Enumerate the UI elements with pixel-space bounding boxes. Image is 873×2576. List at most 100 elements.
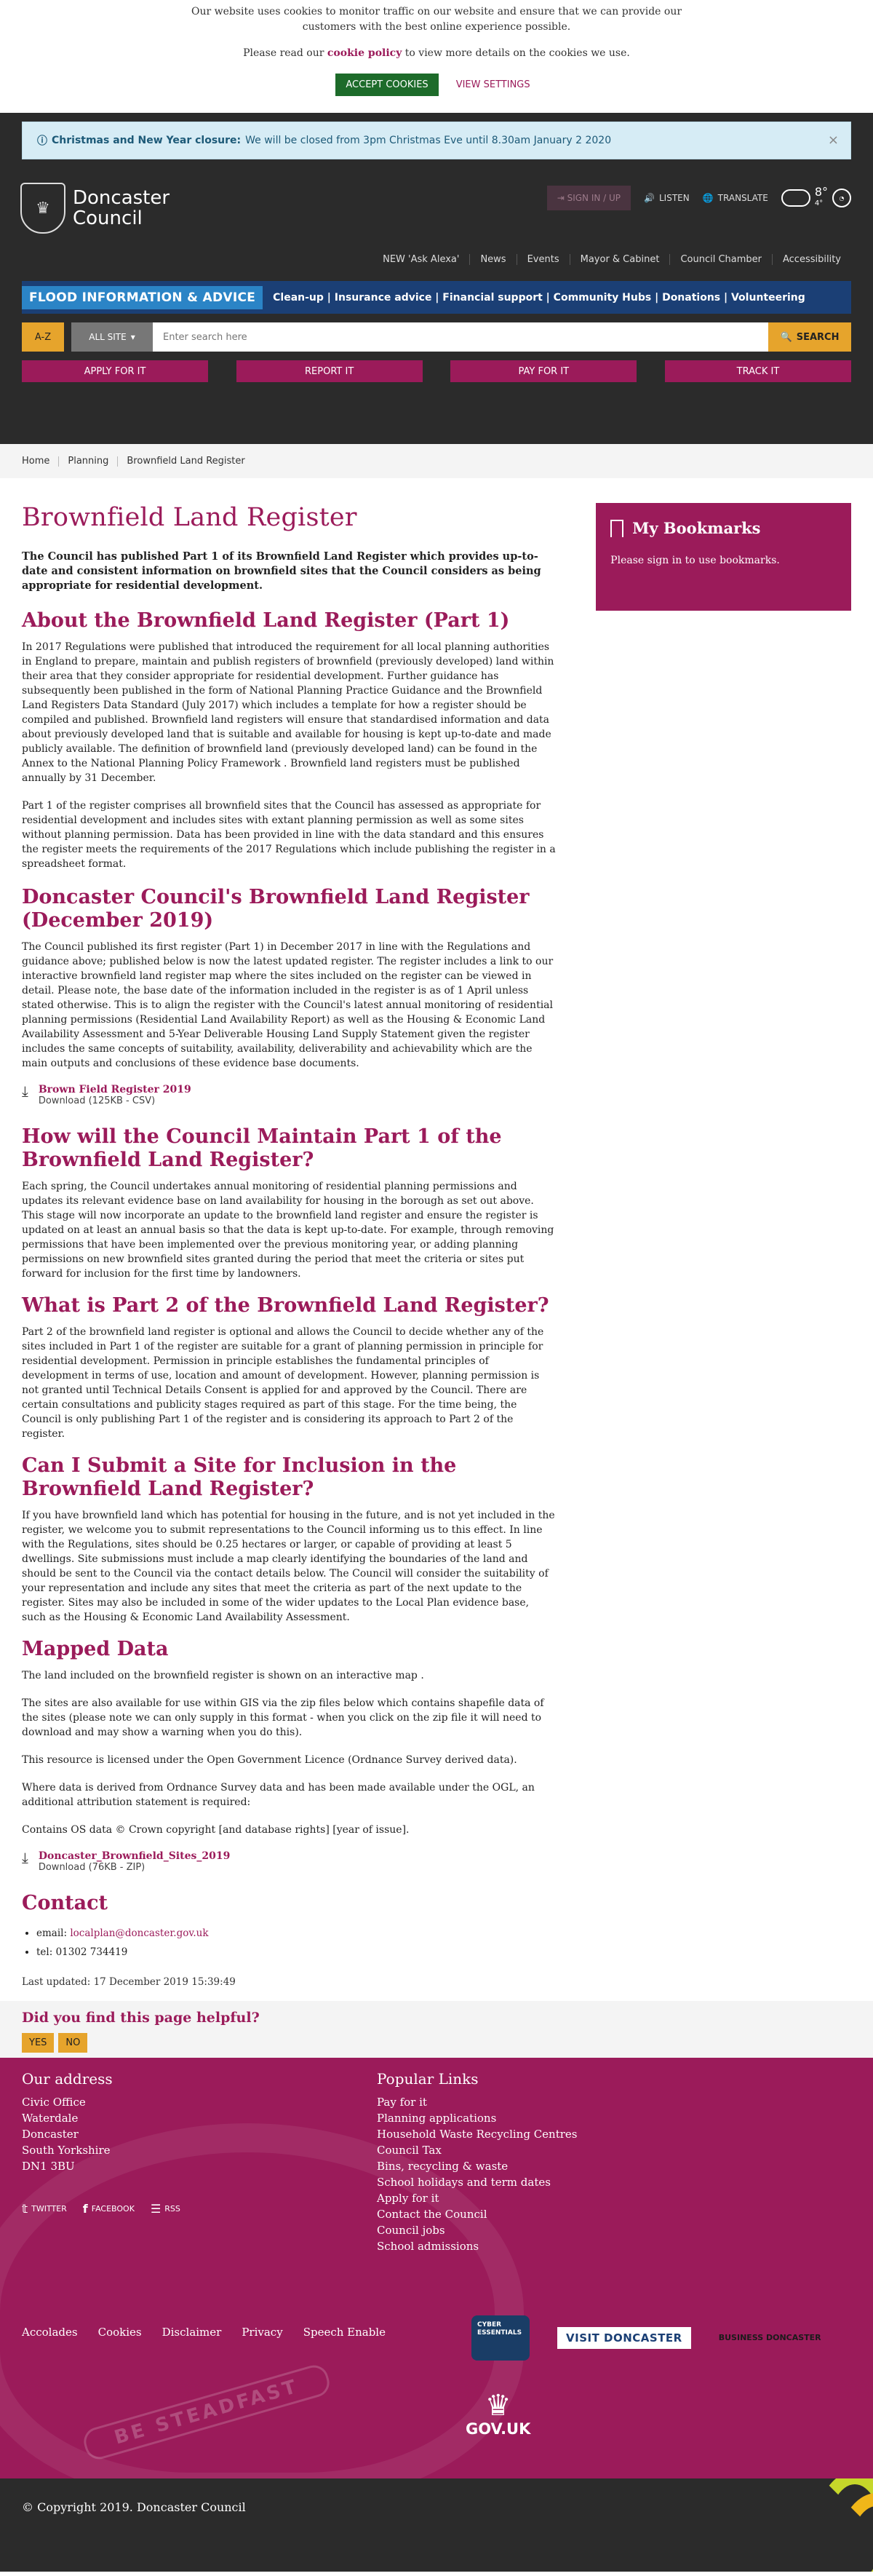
legal-link-accolades[interactable]: Accolades bbox=[22, 2326, 78, 2339]
footer-link[interactable]: Bins, recycling & waste bbox=[377, 2160, 509, 2173]
pay-for-it-button[interactable]: PAY FOR IT bbox=[450, 360, 637, 382]
bookmarks-title: My Bookmarks bbox=[632, 519, 761, 537]
cookie-banner: Our website uses cookies to monitor traf… bbox=[0, 0, 873, 113]
legal-link-disclaimer[interactable]: Disclaimer bbox=[162, 2326, 222, 2339]
flood-tag: FLOOD INFORMATION & ADVICE bbox=[22, 285, 263, 309]
apply-for-it-button[interactable]: APPLY FOR IT bbox=[22, 360, 208, 382]
bookmark-icon bbox=[610, 519, 624, 537]
notice-title: Christmas and New Year closure: bbox=[52, 135, 242, 146]
site-footer: BE STEADFAST Our address Civic Office Wa… bbox=[0, 2058, 873, 2478]
download-zip[interactable]: ⤓ Doncaster_Brownfield_Sites_2019 Downloa… bbox=[22, 1850, 556, 1873]
site-header: ⓘ Christmas and New Year closure: We wil… bbox=[0, 113, 873, 444]
globe-icon: 🌐 bbox=[702, 193, 714, 203]
az-button[interactable]: A-Z bbox=[22, 322, 64, 352]
social-links: 𝕥 TWITTER f FACEBOOK ☰ RSS bbox=[22, 2202, 180, 2216]
footer-link[interactable]: Planning applications bbox=[377, 2112, 497, 2125]
twitter-icon: 𝕥 bbox=[22, 2202, 28, 2216]
breadcrumb-planning[interactable]: Planning bbox=[68, 456, 109, 467]
about-paragraph-1: In 2017 Regulations were published that … bbox=[22, 641, 554, 784]
nav-item-chamber[interactable]: Council Chamber bbox=[669, 254, 772, 265]
close-icon[interactable]: × bbox=[827, 132, 839, 148]
copyright-bar: © Copyright 2019. Doncaster Council bbox=[0, 2478, 873, 2572]
nav-item-alexa[interactable]: NEW 'Ask Alexa' bbox=[383, 254, 460, 265]
mapped-paragraph-3: This resource is licensed under the Open… bbox=[22, 1754, 517, 1766]
footer-link[interactable]: Council jobs bbox=[377, 2224, 445, 2237]
download-icon: ⤓ bbox=[22, 1849, 28, 1866]
closure-notice: ⓘ Christmas and New Year closure: We wil… bbox=[22, 122, 851, 159]
feedback-question: Did you find this page helpful? bbox=[22, 2010, 260, 2026]
facebook-link[interactable]: f FACEBOOK bbox=[82, 2202, 135, 2216]
report-it-button[interactable]: REPORT IT bbox=[236, 360, 423, 382]
address-title: Our address bbox=[22, 2070, 113, 2088]
heading-contact: Contact bbox=[22, 1892, 108, 1914]
utility-bar: ⇥ SIGN IN / UP 🔊 LISTEN 🌐 TRANSLATE 8° 4° ◔ bbox=[546, 186, 851, 210]
footer-link[interactable]: Contact the Council bbox=[377, 2208, 487, 2221]
weather-widget[interactable]: 8° 4° ◔ bbox=[781, 186, 851, 210]
rss-link[interactable]: ☰ RSS bbox=[150, 2202, 180, 2216]
footer-link[interactable]: Council Tax bbox=[377, 2144, 442, 2157]
last-updated: Last updated: 17 December 2019 15:39:49 bbox=[22, 1976, 236, 1988]
footer-link[interactable]: Pay for it bbox=[377, 2096, 427, 2109]
govuk-logo[interactable]: ♛ GOV.UK bbox=[466, 2389, 531, 2438]
partner-badges: CYBER ESSENTIALS VISIT DONCASTER BUSINES… bbox=[471, 2315, 821, 2361]
email-link[interactable]: localplan@doncaster.gov.uk bbox=[70, 1927, 209, 1939]
listen-button[interactable]: 🔊 LISTEN bbox=[644, 193, 690, 203]
track-it-button[interactable]: TRACK IT bbox=[664, 360, 851, 382]
council-logo[interactable]: ♛ Doncaster Council bbox=[20, 183, 170, 234]
business-doncaster-badge[interactable]: BUSINESS DONCASTER bbox=[718, 2333, 821, 2342]
search-input[interactable] bbox=[153, 322, 768, 352]
footer-link[interactable]: School holidays and term dates bbox=[377, 2176, 551, 2189]
rss-icon: ☰ bbox=[150, 2202, 162, 2216]
decorative-swoosh bbox=[815, 2478, 873, 2572]
cyber-essentials-badge[interactable]: CYBER ESSENTIALS bbox=[471, 2315, 530, 2361]
cookie-policy-link[interactable]: cookie policy bbox=[327, 47, 402, 59]
feedback-panel: Did you find this page helpful? YES NO bbox=[0, 2001, 873, 2058]
search-button[interactable]: 🔍 SEARCH bbox=[768, 322, 851, 352]
heading-about: About the Brownfield Land Register (Part… bbox=[22, 609, 510, 632]
part2-paragraph: Part 2 of the brownfield land register i… bbox=[22, 1326, 544, 1440]
december-paragraph: The Council published its first register… bbox=[22, 941, 554, 1069]
download-csv[interactable]: ⤓ Brown Field Register 2019 Download (125… bbox=[22, 1084, 556, 1106]
breadcrumb: Home Planning Brownfield Land Register bbox=[0, 444, 873, 478]
download-zip-link[interactable]: Doncaster_Brownfield_Sites_2019 bbox=[38, 1850, 231, 1862]
flood-banner[interactable]: FLOOD INFORMATION & ADVICE Clean-up | In… bbox=[22, 281, 851, 314]
heading-mapped-data: Mapped Data bbox=[22, 1638, 169, 1660]
copyright-text: © Copyright 2019. Doncaster Council bbox=[22, 2500, 246, 2514]
contact-list: email: localplan@doncaster.gov.uk tel: 0… bbox=[36, 1924, 556, 1962]
crown-icon: ♛ bbox=[485, 2389, 511, 2422]
heading-maintain: How will the Council Maintain Part 1 of … bbox=[22, 1125, 502, 1171]
submit-paragraph: If you have brownfield land which has po… bbox=[22, 1510, 555, 1623]
twitter-link[interactable]: 𝕥 TWITTER bbox=[22, 2202, 67, 2216]
popular-links-title: Popular Links bbox=[377, 2070, 479, 2088]
crest-icon: ♛ bbox=[20, 183, 65, 234]
footer-link[interactable]: School admissions bbox=[377, 2240, 479, 2253]
view-settings-button[interactable]: VIEW SETTINGS bbox=[449, 74, 538, 96]
notice-text: We will be closed from 3pm Christmas Eve… bbox=[245, 135, 612, 146]
sidebar: My Bookmarks Please sign in to use bookm… bbox=[596, 503, 851, 2001]
sign-in-button[interactable]: ⇥ SIGN IN / UP bbox=[546, 186, 631, 210]
main-nav: NEW 'Ask Alexa' News Events Mayor & Cabi… bbox=[372, 254, 851, 265]
lead-paragraph: The Council has published Part 1 of its … bbox=[22, 550, 541, 592]
nav-item-events[interactable]: Events bbox=[516, 254, 570, 265]
legal-link-cookies[interactable]: Cookies bbox=[97, 2326, 142, 2339]
download-icon: ⤓ bbox=[22, 1082, 28, 1100]
footer-link[interactable]: Household Waste Recycling Centres bbox=[377, 2128, 578, 2141]
search-scope-select[interactable]: ALL SITE ▾ bbox=[71, 322, 153, 352]
cookie-message: Our website uses cookies to monitor traf… bbox=[191, 6, 682, 33]
search-bar: A-Z ALL SITE▾ 🔍SEARCH bbox=[22, 322, 851, 352]
no-button[interactable]: NO bbox=[58, 2033, 88, 2053]
footer-link[interactable]: Apply for it bbox=[377, 2192, 439, 2205]
visit-doncaster-badge[interactable]: VISIT DONCASTER bbox=[557, 2327, 691, 2349]
yes-button[interactable]: YES bbox=[22, 2033, 55, 2053]
translate-button[interactable]: 🌐 TRANSLATE bbox=[702, 193, 768, 203]
download-csv-link[interactable]: Brown Field Register 2019 bbox=[38, 1084, 191, 1095]
search-icon: 🔍 bbox=[780, 331, 792, 343]
nav-item-mayor[interactable]: Mayor & Cabinet bbox=[569, 254, 670, 265]
legal-link-speech[interactable]: Speech Enable bbox=[303, 2326, 386, 2339]
temp-high: 8° bbox=[814, 185, 828, 199]
legal-link-privacy[interactable]: Privacy bbox=[242, 2326, 283, 2339]
accept-cookies-button[interactable]: ACCEPT COOKIES bbox=[335, 74, 439, 96]
nav-item-news[interactable]: News bbox=[469, 254, 516, 265]
nav-item-accessibility[interactable]: Accessibility bbox=[772, 254, 851, 265]
breadcrumb-home[interactable]: Home bbox=[22, 456, 50, 467]
